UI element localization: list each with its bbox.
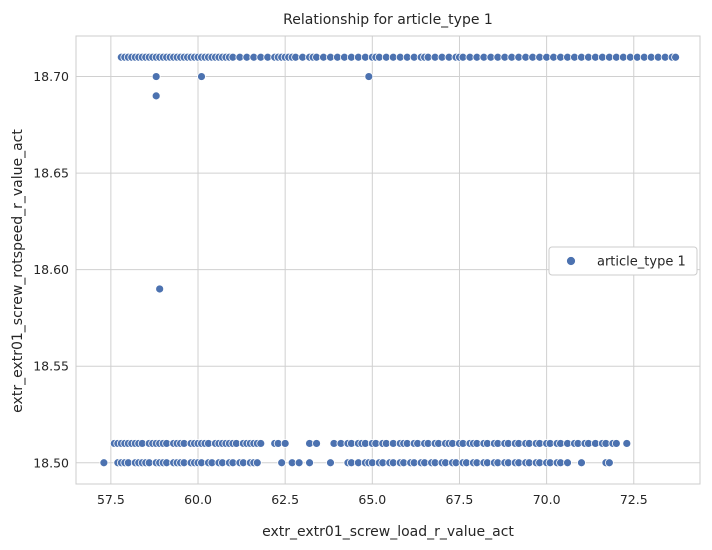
data-point [151, 72, 161, 81]
data-point [622, 439, 632, 448]
x-tick-label: 57.5 [97, 492, 125, 507]
y-tick-label: 18.55 [33, 359, 69, 374]
x-tick-label: 70.0 [533, 492, 561, 507]
x-tick-label: 60.0 [184, 492, 212, 507]
y-tick-label: 18.50 [33, 455, 69, 470]
data-point [563, 458, 572, 468]
data-point [305, 458, 314, 468]
data-point [294, 458, 304, 468]
x-tick-label: 72.5 [620, 492, 648, 507]
y-axis-label: extr_extr01_screw_rotspeed_r_value_act [10, 129, 26, 413]
data-point [611, 439, 621, 448]
y-tick-label: 18.60 [33, 262, 69, 277]
legend: article_type 1 [548, 246, 698, 276]
data-point [280, 439, 290, 448]
legend-box [548, 246, 698, 276]
x-tick-labels: 57.5 60.0 62.5 65.0 67.5 70.0 72.5 [97, 492, 648, 507]
data-point [604, 458, 614, 468]
data-point [326, 458, 335, 468]
legend-marker [566, 256, 576, 266]
legend-label: article_type 1 [597, 255, 686, 270]
x-tick-label: 67.5 [446, 492, 474, 507]
data-point [99, 458, 109, 468]
chart-title: Relationship for article_type 1 [283, 12, 493, 28]
data-point [671, 52, 680, 62]
x-tick-label: 65.0 [358, 492, 386, 507]
data-point [256, 439, 266, 448]
x-tick-label: 62.5 [271, 492, 299, 507]
data-point [197, 72, 206, 81]
plot-frame [75, 35, 701, 485]
data-point [151, 91, 161, 101]
y-tick-labels: 18.50 18.55 18.60 18.65 18.70 [33, 69, 69, 470]
data-point [155, 284, 165, 294]
y-tick-label: 18.70 [33, 69, 69, 84]
data-point [312, 439, 321, 448]
x-axis-label: extr_extr01_screw_load_r_value_act [262, 524, 514, 540]
data-point [577, 458, 586, 468]
data-points [99, 52, 680, 468]
y-tick-label: 18.65 [33, 166, 69, 181]
data-point [364, 72, 374, 81]
data-point [252, 458, 262, 468]
data-point [277, 458, 287, 468]
plot-border [75, 35, 701, 485]
